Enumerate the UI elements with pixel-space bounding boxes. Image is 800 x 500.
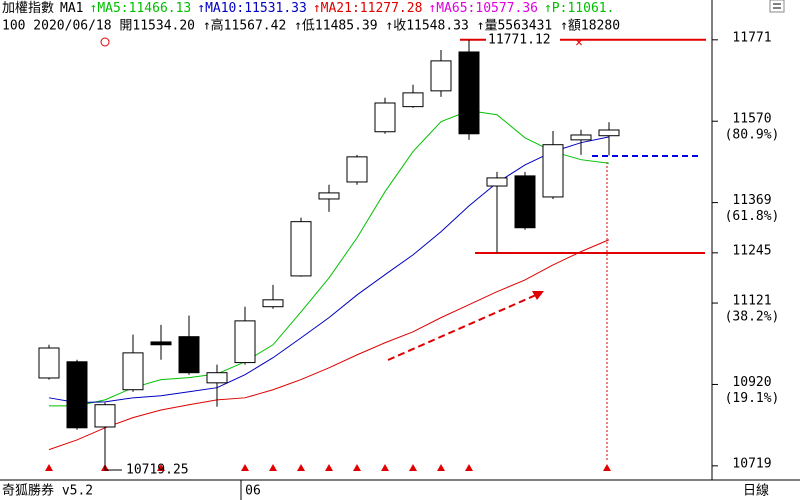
header-item: ↑MA21:11277.28 (313, 1, 423, 16)
annotation: 10719.25 (126, 463, 189, 478)
candle-body (514, 175, 536, 229)
candle-body (318, 192, 340, 200)
candle-body (402, 92, 424, 108)
annotation: 11771.12 (488, 32, 551, 47)
candle-body (234, 320, 256, 364)
candle-body (570, 134, 592, 141)
header-item: MA1 (60, 1, 83, 16)
candle-body (150, 341, 172, 346)
period[interactable]: 日線 (743, 483, 769, 499)
candle-body (346, 156, 368, 183)
signal (45, 464, 53, 471)
candle-body (66, 361, 88, 429)
ma-line (48, 239, 610, 451)
header-item: ↑MA5:11466.13 (90, 1, 192, 16)
y-tick-percent: (80.9%) (725, 128, 780, 143)
y-tick-percent: (61.8%) (725, 209, 780, 224)
signal (269, 464, 277, 471)
y-tick-label: 11121 (732, 294, 771, 309)
signal (157, 464, 165, 471)
candle-body (374, 102, 396, 133)
header-row2: 100 2020/06/18 開11534.20 ↑高11567.42 ↑低11… (2, 18, 620, 34)
leader (104, 465, 122, 471)
header-item: ↑MA65:10577.36 (428, 1, 538, 16)
cross-marker: × (575, 36, 583, 51)
signal (603, 464, 611, 471)
circle-marker (100, 37, 110, 47)
candle-body (486, 177, 508, 187)
label-bg (486, 32, 560, 47)
signal (325, 464, 333, 471)
candle-body (458, 51, 480, 135)
header-row1: 加權指數 MA1 ↑MA5:11466.13 ↑MA10:11531.33 ↑MA21:… (2, 1, 614, 16)
candle-body (598, 129, 620, 137)
signal (437, 464, 445, 471)
trend-arrow (387, 294, 537, 361)
y-tick-label: 11771 (732, 30, 771, 45)
signal (381, 464, 389, 471)
signal (353, 464, 361, 471)
candle-body (38, 347, 60, 379)
candle-body (122, 352, 144, 391)
y-tick-label: 10920 (732, 375, 771, 390)
y-tick-label: 11369 (732, 193, 771, 208)
y-tick-label: 10719 (732, 456, 771, 471)
header-item: ↑P:11061. (544, 1, 614, 16)
candle-body (290, 221, 312, 277)
brand: 奇狐勝券 v5.2 (2, 483, 93, 499)
header-item: 加權指數 (2, 1, 54, 16)
window-button[interactable] (769, 0, 785, 13)
header-item: ↑MA10:11531.33 (197, 1, 307, 16)
signal (297, 464, 305, 471)
candle-body (542, 144, 564, 198)
arrow-head (532, 291, 544, 300)
y-tick-label: 11570 (732, 112, 771, 127)
signal (241, 464, 249, 471)
y-tick-percent: (19.1%) (725, 391, 780, 406)
candle-body (262, 299, 284, 308)
signal (465, 464, 473, 471)
ma-line (48, 136, 610, 404)
candle-body (206, 372, 228, 384)
y-tick-percent: (38.2%) (725, 310, 780, 325)
candle-body (94, 404, 116, 428)
signal (409, 464, 417, 471)
x-tick-label: 06 (245, 484, 261, 499)
candle-body (430, 60, 452, 92)
candle-body (178, 336, 200, 374)
y-tick-label: 11245 (732, 243, 771, 258)
